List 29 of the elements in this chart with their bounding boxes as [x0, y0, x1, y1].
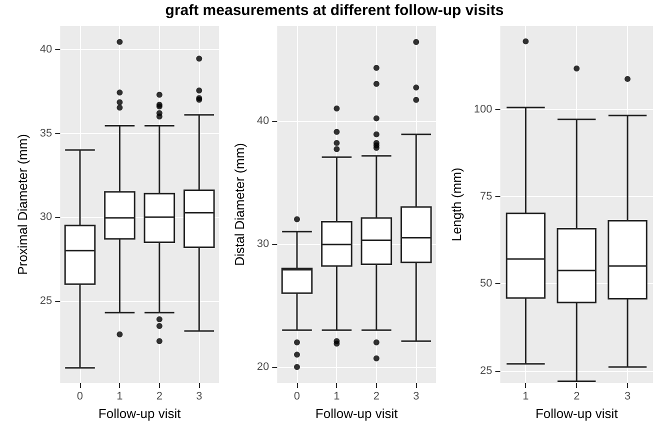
x-axis-title: Follow-up visit: [315, 406, 398, 421]
x-tick-label: 1: [116, 390, 123, 402]
y-axis-title: Distal Diameter (mm): [232, 143, 247, 266]
x-tick-label: 2: [574, 390, 580, 402]
x-tick-label: 2: [373, 390, 380, 402]
x-tick-label: 0: [294, 390, 300, 402]
y-tick-label: 25: [480, 364, 492, 377]
y-tick-label: 20: [256, 360, 270, 373]
y-tick-label: 100: [474, 104, 492, 116]
x-tick-label: 3: [624, 390, 631, 402]
y-tick-label: 50: [480, 278, 492, 290]
x-tick-label: 2: [156, 390, 162, 402]
x-tick-label: 0: [76, 390, 84, 402]
y-tick-label: 30: [40, 211, 52, 224]
x-tick-label: 1: [334, 390, 340, 402]
y-tick-label: 75: [480, 190, 492, 203]
y-tick-label: 40: [256, 114, 270, 127]
y-tick-label: 30: [256, 238, 270, 250]
x-axis-title: Follow-up visit: [535, 406, 618, 421]
x-axis-title: Follow-up visit: [98, 406, 182, 421]
y-tick-label: 25: [40, 294, 52, 307]
x-tick-label: 3: [196, 390, 202, 402]
x-tick-label: 3: [413, 390, 420, 402]
text: graft measurements at different follow-up visits: [164, 2, 505, 21]
x-tick-label: 1: [522, 390, 529, 402]
y-tick-label: 40: [40, 43, 52, 56]
y-tick-label: 35: [40, 127, 52, 140]
y-axis-title: Proximal Diameter (mm): [15, 134, 30, 275]
y-axis-title: Length (mm): [449, 168, 464, 242]
